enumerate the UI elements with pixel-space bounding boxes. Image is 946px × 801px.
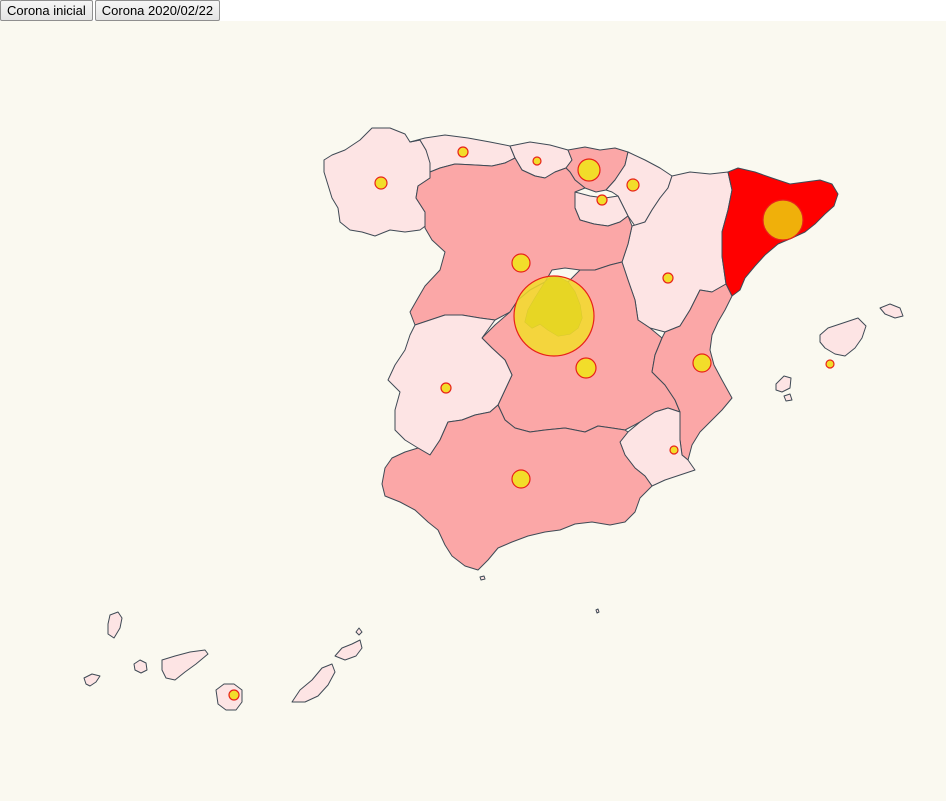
bubble-la-rioja[interactable] xyxy=(596,194,608,206)
corona-date-button[interactable]: Corona 2020/02/22 xyxy=(94,0,221,21)
region-baleares-mallorca[interactable] xyxy=(819,317,867,357)
region-baleares-menorca[interactable] xyxy=(879,303,904,319)
bubble-comunidad-valenciana[interactable] xyxy=(692,353,712,373)
region-baleares-formentera[interactable] xyxy=(783,393,793,402)
region-canarias-el-hierro[interactable] xyxy=(83,673,101,687)
region-comunidad-valenciana[interactable] xyxy=(651,283,733,461)
bubble-castilla-la-mancha[interactable] xyxy=(575,357,597,379)
bubble-asturias[interactable] xyxy=(457,146,469,158)
bubble-cataluna[interactable] xyxy=(762,199,804,241)
bubble-canarias[interactable] xyxy=(228,689,240,701)
bubble-navarra[interactable] xyxy=(626,178,640,192)
bubble-baleares[interactable] xyxy=(825,359,835,369)
bubble-aragon[interactable] xyxy=(662,272,674,284)
region-canarias-la-gomera[interactable] xyxy=(133,659,148,674)
toolbar: Corona inicial Corona 2020/02/22 xyxy=(0,0,221,21)
map-canvas xyxy=(0,21,946,801)
region-canarias-tenerife[interactable] xyxy=(161,649,209,681)
bubble-extremadura[interactable] xyxy=(440,382,452,394)
bubble-murcia[interactable] xyxy=(669,445,679,455)
region-canarias-la-palma[interactable] xyxy=(107,611,123,639)
region-ceuta[interactable] xyxy=(479,575,486,581)
bubble-castilla-y-leon[interactable] xyxy=(511,253,531,273)
spain-map xyxy=(83,127,904,711)
case-bubbles xyxy=(228,146,835,701)
region-canarias-lanzarote[interactable] xyxy=(334,639,363,661)
region-canarias-fuerteventura[interactable] xyxy=(291,663,336,703)
region-canarias-graciosa[interactable] xyxy=(355,627,363,636)
bubble-andalucia[interactable] xyxy=(511,469,531,489)
bubble-cantabria[interactable] xyxy=(532,156,542,166)
region-melilla[interactable] xyxy=(595,608,600,614)
bubble-galicia[interactable] xyxy=(374,176,388,190)
region-baleares-ibiza[interactable] xyxy=(775,375,792,393)
bubble-pais-vasco[interactable] xyxy=(577,158,601,182)
corona-inicial-button[interactable]: Corona inicial xyxy=(0,0,93,21)
bubble-madrid[interactable] xyxy=(513,275,595,357)
